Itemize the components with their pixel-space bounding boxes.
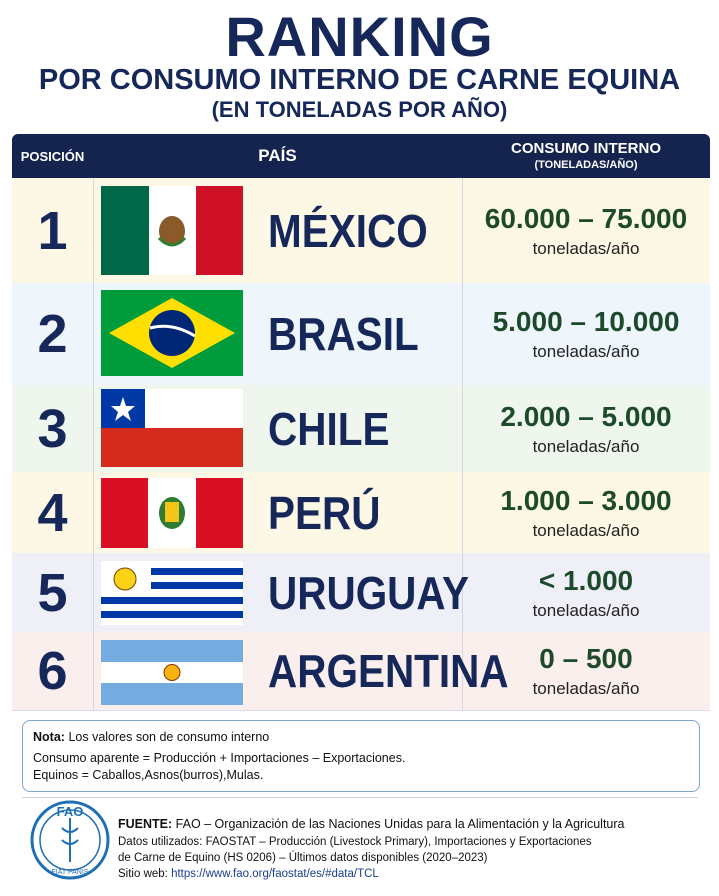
consumption-value: < 1.000 xyxy=(538,564,634,596)
country: ARGENTINA xyxy=(268,645,509,697)
logo-motto: FIAT PANIS xyxy=(52,869,89,876)
header-value: CONSUMO INTERNO xyxy=(511,140,661,157)
consumption-value: 2.000 – 5.000 xyxy=(500,400,672,432)
country: URUGUAY xyxy=(268,566,469,619)
header-value-unit: (TONELADAS/AÑO) xyxy=(534,159,638,171)
column-separator xyxy=(462,472,463,553)
logo-text: FAO xyxy=(57,804,84,819)
position: 2 xyxy=(37,304,68,364)
column-separator xyxy=(462,385,463,472)
column-separator xyxy=(93,632,94,710)
position: 4 xyxy=(37,482,68,543)
note-header: Nota: Los valores son de consumo interno xyxy=(33,730,269,744)
flag-chile xyxy=(101,389,243,467)
web-url[interactable]: https://www.fao.org/faostat/es/#data/TCL xyxy=(171,868,379,880)
source-line: Datos utilizados: FAOSTAT – Producción (… xyxy=(118,836,592,848)
flag-argentina xyxy=(101,640,243,705)
position: 1 xyxy=(37,200,68,261)
column-separator xyxy=(93,553,94,632)
consumption-unit: toneladas/año xyxy=(532,520,640,540)
table-header: POSICIÓN PAÍS CONSUMO INTERNO (TONELADAS… xyxy=(12,134,710,178)
note-line: Equinos = Caballos,Asnos(burros),Mulas. xyxy=(33,768,264,782)
web-label: Sitio web: xyxy=(118,868,168,880)
unit-note: (EN TONELADAS POR AÑO) xyxy=(211,97,508,122)
note-box: Nota: Los valores son de consumo interno… xyxy=(22,720,700,792)
country: PERÚ xyxy=(268,486,381,539)
country: MÉXICO xyxy=(268,204,428,257)
consumption-unit: toneladas/año xyxy=(532,342,640,361)
subtitle: POR CONSUMO INTERNO DE CARNE EQUINA xyxy=(38,64,681,96)
header-country: PAÍS xyxy=(258,146,297,165)
source-header: FUENTE: FAO – Organización de las Nacion… xyxy=(118,817,625,831)
consumption-unit: toneladas/año xyxy=(532,436,640,456)
source-label: FUENTE: xyxy=(118,817,173,831)
column-separator xyxy=(462,283,463,385)
flag-peru xyxy=(101,478,243,548)
column-separator xyxy=(93,385,94,472)
position: 6 xyxy=(37,641,68,701)
country: CHILE xyxy=(268,402,390,455)
column-separator xyxy=(93,472,94,553)
flag-uruguay xyxy=(101,561,243,625)
header-position: POSICIÓN xyxy=(20,149,85,164)
divider xyxy=(22,797,698,798)
column-separator xyxy=(462,553,463,632)
source-line: de Carne de Equino (HS 0206) – Últimos d… xyxy=(118,852,488,864)
source-text: FAO – Organización de las Naciones Unida… xyxy=(175,817,625,831)
note-line: Consumo aparente = Producción + Importac… xyxy=(33,751,406,765)
flag-mexico xyxy=(101,186,243,275)
column-separator xyxy=(462,178,463,283)
fao-logo: FAO FIAT PANIS xyxy=(30,800,110,880)
source-web: Sitio web: https://www.fao.org/faostat/e… xyxy=(118,868,379,880)
consumption-unit: toneladas/año xyxy=(532,600,640,620)
consumption-unit: toneladas/año xyxy=(532,238,640,258)
column-separator xyxy=(462,632,463,710)
column-separator xyxy=(93,178,94,283)
country: BRASIL xyxy=(268,308,419,360)
position: 5 xyxy=(37,562,68,623)
column-separator xyxy=(93,283,94,385)
consumption-unit: toneladas/año xyxy=(532,679,640,698)
position: 3 xyxy=(37,398,68,459)
consumption-value: 5.000 – 10.000 xyxy=(492,306,680,337)
consumption-value: 1.000 – 3.000 xyxy=(500,484,672,516)
flag-brazil xyxy=(101,290,243,376)
consumption-value: 60.000 – 75.000 xyxy=(484,202,688,234)
consumption-value: 0 – 500 xyxy=(539,643,633,674)
note-text: Los valores son de consumo interno xyxy=(68,730,270,744)
note-label: Nota: xyxy=(33,730,65,744)
title: RANKING xyxy=(225,5,494,68)
